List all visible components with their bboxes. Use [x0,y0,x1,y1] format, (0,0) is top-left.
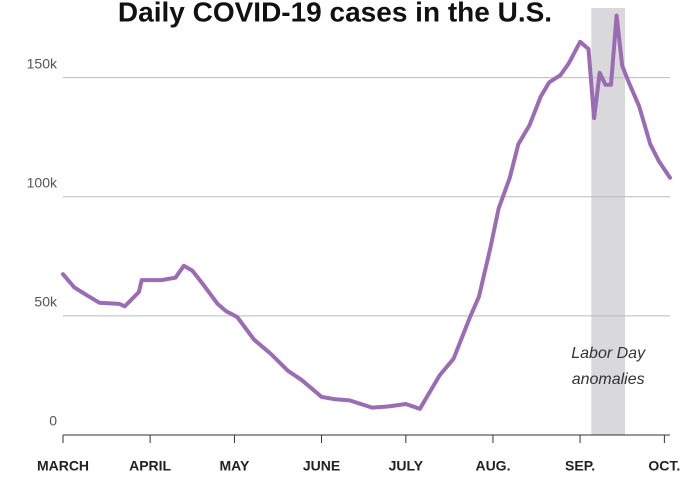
y-tick-label: 100k [27,174,58,190]
x-tick-label: OCT. [648,458,680,474]
x-tick-label: JUNE [303,458,340,474]
x-tick-label: MAY [220,458,250,474]
y-tick-label: 150k [27,55,58,71]
x-tick-label: JULY [389,458,424,474]
x-tick-label: MARCH [37,458,89,474]
x-tick-label: APRIL [129,458,171,474]
chart-title: Daily COVID-19 cases in the U.S. [118,0,552,27]
data-line [61,13,672,411]
annotation: Labor Day [571,345,646,362]
annotation: anomalies [572,371,645,388]
x-tick-label: SEP. [565,458,595,474]
y-tick-label: 50k [34,294,58,310]
x-tick-label: AUG. [475,458,510,474]
y-tick-label: 0 [49,413,57,429]
